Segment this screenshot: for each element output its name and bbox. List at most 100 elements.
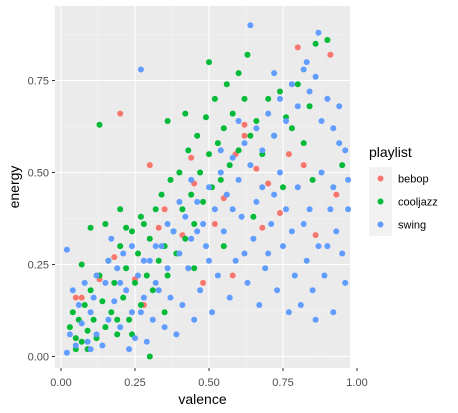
point-swing [250,235,257,242]
point-swing [265,250,272,257]
point-swing [164,221,171,227]
point-bebop [155,224,162,231]
point-swing [315,243,322,250]
point-cooljazz [220,125,227,132]
legend-swatch-swing [377,221,384,228]
point-swing [345,176,352,183]
point-cooljazz [277,88,283,95]
point-cooljazz [111,279,118,286]
point-cooljazz [137,213,144,220]
point-bebop [312,232,319,239]
point-swing [182,213,189,220]
point-swing [155,287,162,294]
point-swing [285,309,292,316]
point-bebop [259,224,266,231]
point-cooljazz [324,37,331,43]
point-swing [117,279,124,286]
point-swing [339,250,346,257]
point-bebop [161,206,168,213]
point-cooljazz [250,213,257,220]
point-cooljazz [90,316,97,323]
point-swing [324,95,331,102]
point-swing [271,132,278,139]
point-cooljazz [146,353,153,360]
point-swing [152,243,159,250]
point-cooljazz [123,224,130,231]
point-cooljazz [114,331,121,338]
point-swing [164,265,171,272]
point-swing [72,342,79,349]
point-swing [108,235,115,242]
point-swing [315,29,322,36]
point-cooljazz [197,169,204,176]
point-swing [105,316,112,323]
point-cooljazz [143,272,150,279]
point-cooljazz [135,250,141,257]
point-swing [330,309,337,316]
point-swing [291,272,298,279]
point-cooljazz [96,121,103,128]
point-swing [140,294,147,301]
point-swing [99,342,106,349]
point-swing [330,125,337,132]
point-bebop [111,254,118,261]
x-tick-label: 1.00 [346,377,367,389]
point-swing [247,22,254,29]
point-swing [137,66,144,73]
point-swing [149,316,156,323]
point-swing [327,206,334,213]
point-swing [63,246,70,253]
point-swing [318,118,325,124]
point-cooljazz [223,81,230,88]
point-swing [294,184,301,191]
point-swing [102,279,109,286]
point-bebop [265,180,272,187]
point-cooljazz [211,95,218,102]
point-swing [253,198,260,205]
point-swing [120,250,127,257]
point-swing [235,176,242,183]
point-swing [111,298,118,305]
point-cooljazz [241,95,248,102]
point-swing [220,228,227,235]
point-swing [229,154,236,161]
point-bebop [188,154,195,161]
point-cooljazz [108,309,115,316]
point-swing [300,221,307,227]
point-cooljazz [123,265,130,272]
point-swing [217,147,224,154]
point-bebop [211,221,218,227]
point-cooljazz [306,103,313,110]
point-cooljazz [102,221,109,227]
point-swing [277,169,283,176]
point-swing [87,346,94,353]
point-cooljazz [164,272,171,279]
point-swing [300,66,307,73]
point-cooljazz [194,132,201,139]
point-bebop [241,121,248,128]
point-cooljazz [200,198,207,205]
point-swing [238,213,245,220]
point-cooljazz [114,316,121,323]
point-bebop [333,191,340,198]
point-swing [158,243,165,250]
point-swing [306,206,313,213]
point-swing [256,302,263,308]
point-cooljazz [206,151,212,158]
point-cooljazz [220,243,227,250]
point-swing [176,198,183,205]
point-swing [140,257,147,264]
point-cooljazz [280,184,286,191]
point-cooljazz [78,338,85,345]
legend-label-bebop: bebop [398,174,429,186]
point-cooljazz [137,302,144,308]
point-cooljazz [294,81,301,88]
point-swing [277,95,283,102]
point-bebop [146,162,153,169]
point-cooljazz [214,140,221,147]
x-tick-label: 0.75 [272,377,293,389]
point-swing [303,59,310,66]
point-swing [330,184,337,191]
point-swing [206,184,212,191]
point-cooljazz [120,294,127,301]
